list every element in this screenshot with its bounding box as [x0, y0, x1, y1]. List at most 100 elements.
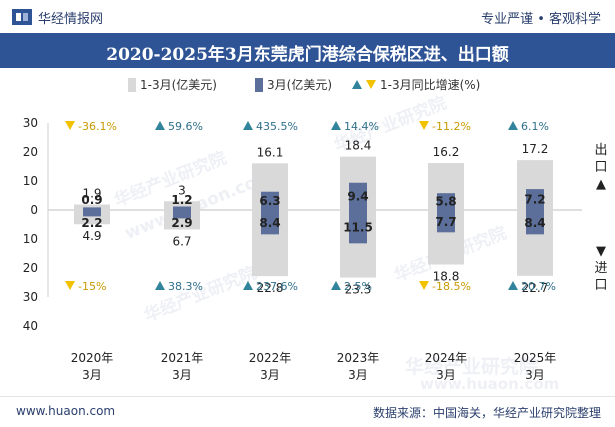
march-bar	[349, 182, 367, 244]
export-growth-label: 6.1%	[521, 120, 549, 133]
import-growth-label: -18.5%	[432, 280, 471, 293]
growth-up-icon	[508, 121, 518, 130]
watermark: 华经产业研究院	[405, 356, 539, 378]
march-import-label: 7.7	[435, 215, 456, 229]
growth-up-icon	[155, 281, 165, 290]
title-bar	[0, 33, 615, 68]
march-export-label: 1.2	[171, 193, 192, 207]
march-import-label: 11.5	[343, 221, 373, 235]
cumulative-export-label: 17.2	[522, 142, 549, 156]
export-growth-label: 59.6%	[168, 120, 203, 133]
legend-march-label: 3月(亿美元)	[267, 78, 332, 92]
y-tick-label: 20	[23, 261, 38, 275]
march-import-label: 8.4	[524, 216, 545, 230]
march-export-label: 0.9	[81, 193, 102, 207]
march-import-label: 8.4	[259, 216, 280, 230]
tagline: 专业严谨 • 客观科学	[481, 12, 601, 27]
import-growth-label: 38.3%	[168, 280, 203, 293]
y-tick-label: 30	[23, 116, 38, 130]
cumulative-import-label: 4.9	[82, 229, 101, 243]
cumulative-export-label: 3	[178, 183, 186, 197]
growth-down-icon	[65, 121, 75, 130]
brand-name: 华经情报网	[38, 12, 104, 27]
march-bar	[437, 193, 455, 233]
cumulative-import-label: 6.7	[172, 234, 191, 248]
legend-cumulative-label: 1-3月(亿美元)	[140, 78, 217, 92]
legend-swatch-gray	[128, 77, 136, 92]
y-tick-label: 0	[30, 203, 38, 217]
march-bar	[261, 191, 279, 235]
chart-title: 2020-2025年3月东莞虎门港综合保税区进、出口额	[106, 45, 509, 65]
march-export-label: 7.2	[524, 193, 545, 207]
x-tick-label-month: 3月	[260, 368, 280, 382]
export-growth-label: -36.1%	[78, 120, 117, 133]
import-growth-label: 2.5%	[344, 280, 372, 293]
march-bar	[83, 207, 101, 217]
watermark: www.huaon.com	[420, 375, 560, 393]
x-tick-label-year: 2023年	[337, 351, 380, 365]
y-tick-label: 40	[23, 319, 38, 333]
growth-up-icon	[243, 121, 253, 130]
legend-cumulative: 1-3月(亿美元)	[128, 76, 217, 93]
export-growth-label: -11.2%	[432, 120, 471, 133]
growth-down-icon	[419, 281, 429, 290]
cumulative-export-label: 1.9	[82, 186, 101, 200]
y-tick-label: 10	[23, 174, 38, 188]
cumulative-import-label: 22.8	[257, 281, 284, 295]
x-tick-label-year: 2024年	[425, 351, 468, 365]
x-tick-label-year: 2025年	[514, 351, 557, 365]
import-growth-label: 237.6%	[256, 280, 298, 293]
march-import-label: 2.9	[171, 216, 192, 230]
site-link[interactable]: www.huaon.com	[16, 404, 116, 418]
march-export-label: 9.4	[347, 189, 368, 203]
cumulative-import-label: 18.8	[433, 270, 460, 284]
logo-icon	[12, 9, 32, 25]
legend: 1-3月(亿美元) 3月(亿美元) 1-3月同比增速(%)	[0, 76, 615, 94]
legend-march: 3月(亿美元)	[255, 76, 332, 93]
export-growth-label: 14.4%	[344, 120, 379, 133]
x-tick-label-year: 2021年	[161, 351, 204, 365]
top-bar: 华经情报网 专业严谨 • 客观科学	[0, 0, 615, 33]
triangle-down-icon: ▼	[596, 244, 606, 259]
x-tick-label-month: 3月	[436, 368, 456, 382]
footer	[0, 396, 615, 427]
cumulative-export-label: 16.2	[433, 145, 460, 159]
legend-swatch-blue	[255, 77, 263, 92]
import-growth-label: -15%	[78, 280, 106, 293]
growth-up-icon	[331, 121, 341, 130]
march-import-label: 2.2	[81, 216, 102, 230]
march-export-label: 6.3	[259, 194, 280, 208]
y-tick-label: 30	[23, 290, 38, 304]
growth-up-icon	[331, 281, 341, 290]
legend-growth: 1-3月同比增速(%)	[352, 76, 480, 93]
x-tick-label-month: 3月	[348, 368, 368, 382]
growth-up-icon	[155, 121, 165, 130]
triangle-up-icon	[352, 80, 362, 89]
cumulative-export-label: 16.1	[257, 145, 284, 159]
growth-up-icon	[508, 281, 518, 290]
x-tick-label-year: 2020年	[71, 351, 114, 365]
export-label: 出口	[594, 143, 608, 175]
cumulative-import-label: 22.7	[522, 281, 549, 295]
x-tick-label-year: 2022年	[249, 351, 292, 365]
import-label: 进口	[594, 261, 608, 293]
cumulative-export-label: 18.4	[345, 139, 372, 153]
march-bar	[526, 189, 544, 235]
growth-up-icon	[243, 281, 253, 290]
y-tick-label: 20	[23, 145, 38, 159]
cumulative-import-label: 23.3	[345, 283, 372, 297]
export-side-label: 出口 ▲	[593, 142, 609, 193]
import-side-label: ▼ 进口	[593, 243, 609, 294]
y-tick-label: 10	[23, 232, 38, 246]
legend-growth-label: 1-3月同比增速(%)	[380, 78, 481, 92]
triangle-down-icon	[366, 80, 376, 89]
x-tick-label-month: 3月	[82, 368, 102, 382]
march-bar	[173, 206, 191, 219]
import-growth-label: 20.7%	[521, 280, 556, 293]
triangle-up-icon: ▲	[596, 177, 606, 192]
export-growth-label: 435.5%	[256, 120, 298, 133]
march-export-label: 5.8	[435, 195, 456, 209]
growth-down-icon	[65, 281, 75, 290]
data-source: 数据来源：中国海关，华经产业研究院整理	[372, 406, 601, 420]
